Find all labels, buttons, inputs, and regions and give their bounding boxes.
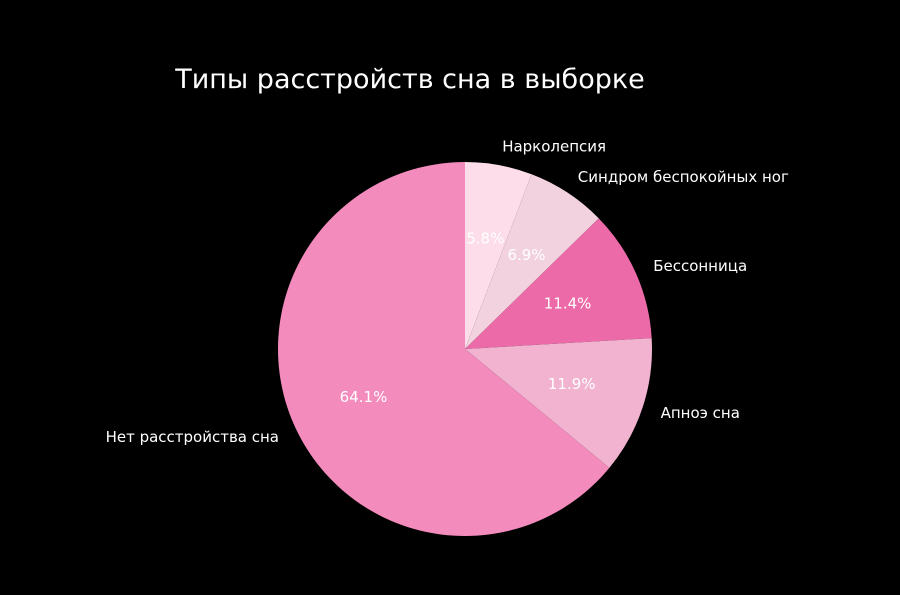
pie-category-label: Синдром беспокойных ног <box>578 168 789 186</box>
chart-title: Типы расстройств сна в выборке <box>174 64 645 95</box>
pie-slice <box>465 162 532 349</box>
pie-percent-label: 11.9% <box>548 375 596 393</box>
pie-category-label: Апноэ сна <box>661 404 740 422</box>
pie-slice <box>465 174 599 349</box>
pie-percent-label: 64.1% <box>340 388 388 406</box>
pie-percent-label: 11.4% <box>544 295 592 313</box>
pie-percent-label: 5.8% <box>466 230 504 248</box>
pie-category-label: Нарколепсия <box>502 138 606 156</box>
pie-category-label: Нет расстройства сна <box>106 428 279 446</box>
pie-slice <box>277 161 610 536</box>
pie-slice <box>465 338 652 468</box>
pie-slices <box>277 161 652 536</box>
pie-labels: 5.8% Нарколепсия 6.9% Синдром беспокойных н… <box>106 138 789 446</box>
pie-percent-label: 6.9% <box>507 246 545 264</box>
pie-slice <box>465 218 652 349</box>
pie-category-label: Бессонница <box>653 257 747 275</box>
